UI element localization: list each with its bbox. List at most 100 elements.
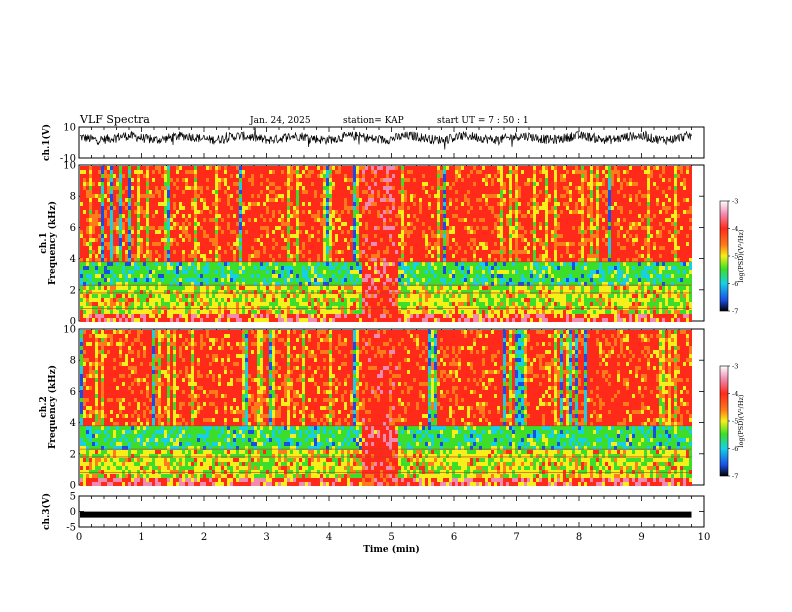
- spectro-cell: [134, 298, 137, 302]
- spectro-cell: [176, 274, 179, 278]
- spectro-cell: [407, 238, 410, 242]
- spectro-cell: [242, 302, 245, 306]
- spectro-cell: [86, 250, 89, 254]
- spectro-cell: [245, 302, 248, 306]
- spectro-cell: [410, 186, 413, 190]
- spectro-cell: [371, 270, 374, 274]
- spectro-cell: [224, 274, 227, 278]
- spectro-cell: [146, 206, 149, 210]
- spectro-cell: [191, 194, 194, 198]
- spectro-cell: [389, 250, 392, 254]
- spectro-cell: [404, 250, 407, 254]
- spectro-cell: [350, 274, 353, 278]
- spectro-cell: [80, 230, 83, 234]
- spectro-cell: [116, 210, 119, 214]
- spectro-cell: [248, 274, 251, 278]
- spectro-cell: [182, 298, 185, 302]
- spectro-cell: [104, 210, 107, 214]
- spectro-cell: [383, 186, 386, 190]
- spectro-cell: [335, 214, 338, 218]
- spectro-cell: [284, 210, 287, 214]
- spectro-cell: [341, 198, 344, 202]
- spectro-cell: [194, 178, 197, 182]
- spectro-cell: [101, 302, 104, 306]
- spectro-cell: [254, 230, 257, 234]
- spectro-cell: [227, 218, 230, 222]
- spectro-cell: [320, 318, 323, 322]
- spectro-cell: [413, 274, 416, 278]
- spectro-cell: [155, 238, 158, 242]
- spectro-cell: [299, 166, 302, 170]
- spectro-cell: [110, 238, 113, 242]
- spectro-cell: [230, 294, 233, 298]
- spectro-cell: [347, 282, 350, 286]
- spectro-cell: [437, 230, 440, 234]
- spectro-cell: [302, 302, 305, 306]
- spectro-cell: [326, 174, 329, 178]
- spectro-cell: [350, 266, 353, 270]
- spectro-cell: [380, 170, 383, 174]
- spectro-cell: [362, 226, 365, 230]
- spectro-cell: [437, 250, 440, 254]
- spectro-cell: [386, 238, 389, 242]
- spectro-cell: [230, 290, 233, 294]
- spectro-cell: [404, 214, 407, 218]
- spectro-cell: [185, 182, 188, 186]
- spectro-cell: [110, 250, 113, 254]
- spectro-cell: [278, 194, 281, 198]
- spectro-cell: [173, 278, 176, 282]
- spectro-cell: [422, 218, 425, 222]
- spectro-cell: [362, 194, 365, 198]
- spectro-cell: [146, 286, 149, 290]
- spectro-cell: [302, 318, 305, 322]
- spectro-cell: [278, 318, 281, 322]
- spectro-cell: [314, 306, 317, 310]
- spectro-cell: [413, 318, 416, 322]
- spectro-cell: [278, 186, 281, 190]
- spectro-cell: [188, 306, 191, 310]
- spectro-cell: [116, 290, 119, 294]
- spectro-cell: [143, 210, 146, 214]
- spectro-cell: [185, 274, 188, 278]
- spectro-cell: [332, 310, 335, 314]
- spectro-cell: [131, 166, 134, 170]
- spectro-cell: [125, 230, 128, 234]
- spectro-cell: [95, 254, 98, 258]
- spectro-cell: [191, 262, 194, 266]
- spectro-cell: [353, 238, 356, 242]
- spectro-cell: [410, 314, 413, 318]
- spectro-cell: [338, 298, 341, 302]
- spectro-cell: [290, 238, 293, 242]
- spectro-cell: [227, 270, 230, 274]
- spectro-cell: [332, 206, 335, 210]
- spectro-cell: [302, 206, 305, 210]
- spectro-cell: [185, 294, 188, 298]
- spectro-cell: [389, 214, 392, 218]
- spectro-cell: [233, 238, 236, 242]
- spectro-cell: [290, 214, 293, 218]
- spectro-cell: [104, 278, 107, 282]
- spectro-cell: [245, 226, 248, 230]
- spectro-cell: [125, 286, 128, 290]
- spectro-cell: [200, 298, 203, 302]
- spectro-cell: [224, 182, 227, 186]
- spectro-cell: [233, 262, 236, 266]
- spectro-cell: [209, 218, 212, 222]
- spectro-cell: [329, 210, 332, 214]
- spectro-cell: [416, 254, 419, 258]
- spectro-cell: [188, 190, 191, 194]
- spectro-cell: [347, 246, 350, 250]
- spectro-cell: [290, 290, 293, 294]
- spectro-cell: [335, 258, 338, 262]
- spectro-cell: [89, 222, 92, 226]
- spectro-cell: [89, 166, 92, 170]
- spectro-cell: [107, 250, 110, 254]
- spectro-cell: [380, 290, 383, 294]
- spectro-cell: [107, 222, 110, 226]
- spectro-cell: [290, 246, 293, 250]
- spectro-cell: [413, 242, 416, 246]
- spectro-cell: [281, 226, 284, 230]
- spectro-cell: [389, 294, 392, 298]
- spectro-cell: [209, 178, 212, 182]
- spectro-cell: [305, 246, 308, 250]
